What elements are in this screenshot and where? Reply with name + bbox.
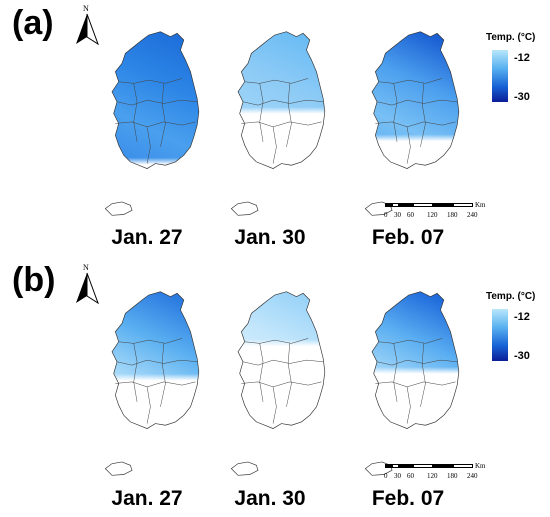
scale-tick: 0 xyxy=(384,211,388,219)
scale-tick: 30 xyxy=(394,472,401,480)
province-boundary xyxy=(378,78,443,84)
temperature-map xyxy=(104,31,200,216)
temperature-legend: Temp. (°C) -12 -30 xyxy=(480,291,550,366)
coastline xyxy=(237,291,326,429)
north-letter: N xyxy=(83,4,89,13)
province-boundary xyxy=(375,381,456,388)
province-boundary xyxy=(241,121,322,128)
province-boundary xyxy=(244,338,309,344)
map-caption: Jan. 30 xyxy=(234,226,306,249)
coastline xyxy=(111,31,200,169)
province-boundary xyxy=(133,83,138,142)
scale-unit: Km xyxy=(475,462,486,470)
legend-max-label: -12 xyxy=(514,52,530,64)
scale-tick: 120 xyxy=(427,472,438,480)
province-boundary xyxy=(272,126,277,164)
temperature-map xyxy=(230,291,326,476)
north-letter: N xyxy=(83,263,89,272)
scale-tick: 240 xyxy=(467,211,478,219)
province-boundary xyxy=(375,121,456,128)
province-boundary xyxy=(406,386,411,424)
province-boundary xyxy=(286,83,292,147)
province-boundary xyxy=(259,83,264,142)
province-boundary xyxy=(272,386,277,424)
province-boundary xyxy=(393,83,398,142)
north-arrow-icon: N xyxy=(74,263,100,305)
scale-unit: Km xyxy=(475,201,486,209)
province-boundary xyxy=(259,343,264,402)
scale-bar: Km 0 30 60 120 180 240 xyxy=(384,201,495,223)
temperature-legend: Temp. (°C) -12 -30 xyxy=(480,32,550,107)
coastline xyxy=(111,291,200,429)
province-boundary xyxy=(242,99,324,106)
province-boundary xyxy=(118,338,183,344)
province-boundary xyxy=(116,359,198,366)
scale-tick: 120 xyxy=(427,211,438,219)
panel-label-b: (b) xyxy=(12,261,56,299)
province-boundary xyxy=(133,343,138,402)
province-boundary xyxy=(160,343,166,407)
scale-tick: 240 xyxy=(467,472,478,480)
coastline xyxy=(237,31,326,169)
map-caption: Jan. 30 xyxy=(234,487,306,510)
temperature-map xyxy=(364,31,460,216)
scale-tick: 60 xyxy=(407,211,414,219)
scale-tick: 30 xyxy=(394,211,401,219)
province-boundary xyxy=(244,78,309,84)
province-boundary xyxy=(146,126,151,164)
legend-title: Temp. (°C) xyxy=(486,291,536,302)
scale-tick: 0 xyxy=(384,472,388,480)
province-boundary xyxy=(115,381,196,388)
province-boundary xyxy=(160,83,166,147)
legend-colorbar xyxy=(492,309,508,361)
north-arrow-icon: N xyxy=(74,4,100,46)
province-boundary xyxy=(393,343,398,402)
panel-label-a: (a) xyxy=(12,4,54,42)
province-boundary xyxy=(406,126,411,164)
province-boundary xyxy=(241,381,322,388)
coastline xyxy=(371,31,460,169)
temperature-map xyxy=(104,291,200,476)
legend-min-label: -30 xyxy=(514,350,530,362)
map-caption: Jan. 27 xyxy=(111,226,183,249)
temperature-map xyxy=(230,31,326,216)
jeju-island xyxy=(104,201,133,216)
jeju-island xyxy=(230,201,259,216)
province-boundary xyxy=(242,359,324,366)
legend-title: Temp. (°C) xyxy=(486,32,536,43)
scale-tick: 60 xyxy=(407,472,414,480)
legend-min-label: -30 xyxy=(514,91,530,103)
scale-bar: Km 0 30 60 120 180 240 xyxy=(384,462,495,484)
coastline xyxy=(371,291,460,429)
province-boundary xyxy=(118,78,183,84)
legend-colorbar xyxy=(492,50,508,102)
map-caption: Feb. 07 xyxy=(371,487,445,510)
province-boundary xyxy=(376,359,458,366)
province-boundary xyxy=(146,386,151,424)
province-boundary xyxy=(376,99,458,106)
map-caption: Feb. 07 xyxy=(371,226,445,249)
province-boundary xyxy=(378,338,443,344)
legend-max-label: -12 xyxy=(514,311,530,323)
map-caption: Jan. 27 xyxy=(111,487,183,510)
province-boundary xyxy=(420,343,426,407)
jeju-island xyxy=(104,461,133,476)
province-boundary xyxy=(420,83,426,147)
province-boundary xyxy=(115,121,196,128)
province-boundary xyxy=(116,99,198,106)
province-boundary xyxy=(286,343,292,407)
jeju-island xyxy=(230,461,259,476)
temperature-map xyxy=(364,291,460,476)
scale-tick: 180 xyxy=(447,472,458,480)
scale-tick: 180 xyxy=(447,211,458,219)
